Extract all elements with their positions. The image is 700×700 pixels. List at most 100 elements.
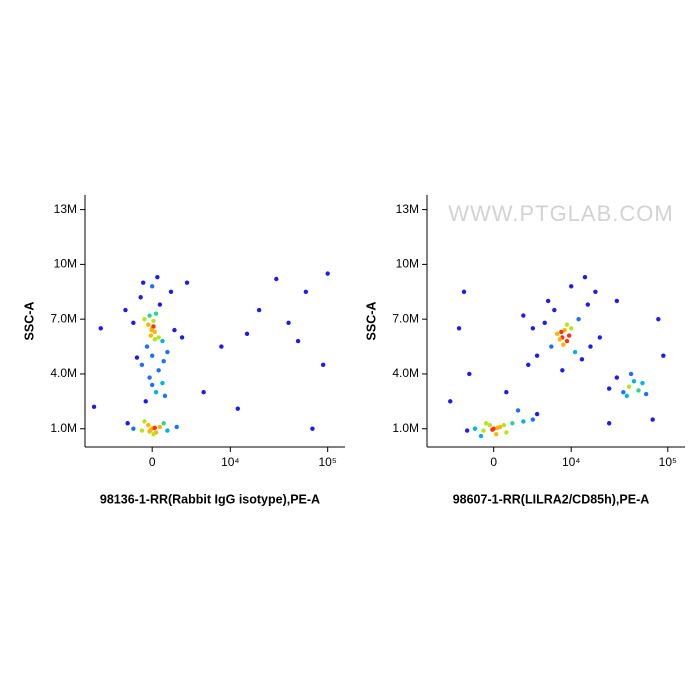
event-point	[156, 335, 161, 340]
event-point	[325, 271, 330, 276]
event-point	[572, 349, 578, 355]
event-point	[554, 331, 560, 336]
event-point	[643, 391, 649, 397]
event-point	[152, 329, 157, 335]
event-point	[286, 320, 291, 326]
event-point	[481, 428, 486, 433]
event-point	[552, 307, 557, 313]
event-point	[165, 349, 170, 355]
event-point	[138, 295, 143, 300]
event-point	[146, 322, 151, 327]
event-point	[139, 428, 145, 433]
y-tick-label: 7.0M	[50, 311, 77, 325]
event-point	[530, 417, 536, 422]
event-point	[562, 327, 567, 333]
event-point	[147, 375, 152, 380]
event-point	[147, 313, 152, 318]
event-point	[566, 333, 572, 338]
y-axis-label: SSC-A	[22, 302, 36, 341]
y-tick-label: 4.0M	[50, 366, 77, 380]
event-point	[160, 380, 165, 386]
event-point	[131, 320, 136, 326]
event-point	[494, 432, 499, 437]
event-point	[582, 274, 588, 280]
event-point	[157, 424, 163, 430]
event-point	[161, 421, 166, 426]
event-point	[606, 386, 612, 391]
x-tick-label: 10⁴	[221, 455, 240, 469]
watermark: WWW.PTGLAB.COM	[448, 201, 673, 226]
event-point	[161, 358, 166, 364]
x-tick-label: 10⁵	[659, 455, 677, 469]
event-point	[628, 371, 634, 377]
event-point	[559, 329, 564, 335]
event-point	[626, 384, 632, 389]
event-point	[149, 327, 154, 333]
event-point	[545, 298, 551, 304]
x-axis-label: 98136-1-RR(Rabbit IgG isotype),PE-A	[100, 492, 320, 506]
event-point	[588, 344, 593, 349]
y-tick-label: 1.0M	[50, 421, 77, 435]
event-point	[593, 289, 598, 294]
event-point	[310, 426, 315, 431]
event-point	[153, 311, 159, 316]
event-point	[576, 316, 581, 322]
event-point	[155, 274, 160, 280]
event-point	[98, 326, 103, 331]
event-point	[483, 421, 489, 426]
event-point	[456, 326, 462, 331]
event-point	[557, 337, 563, 342]
event-point	[464, 428, 470, 433]
event-point	[143, 399, 148, 404]
event-point	[472, 426, 478, 431]
event-point	[569, 326, 574, 331]
event-point	[149, 382, 155, 388]
event-point	[147, 429, 152, 434]
event-point	[461, 289, 467, 294]
event-point	[134, 355, 140, 360]
event-point	[521, 313, 526, 318]
event-point	[621, 390, 626, 395]
event-point	[152, 425, 157, 431]
event-point	[530, 326, 536, 331]
event-point	[490, 427, 495, 432]
event-point	[168, 289, 174, 294]
event-point	[149, 353, 155, 358]
event-point	[564, 322, 570, 327]
event-point	[244, 331, 250, 336]
event-point	[162, 393, 168, 399]
event-point	[661, 353, 666, 358]
event-point	[179, 335, 185, 340]
event-point	[320, 362, 326, 368]
event-point	[172, 327, 177, 333]
event-point	[579, 357, 585, 362]
event-point	[165, 428, 170, 433]
event-point	[504, 430, 509, 435]
y-axis-label: SSC-A	[364, 302, 378, 341]
event-point	[235, 406, 240, 411]
event-point	[504, 390, 509, 395]
event-point	[123, 307, 128, 313]
event-point	[139, 362, 145, 368]
event-point	[656, 316, 661, 322]
x-tick-label: 10⁵	[319, 455, 337, 469]
event-point	[549, 344, 554, 349]
event-point	[256, 307, 262, 313]
event-point	[160, 338, 165, 344]
event-point	[151, 432, 156, 437]
event-point	[606, 421, 612, 426]
event-point	[148, 333, 154, 338]
event-point	[219, 344, 224, 349]
event-point	[478, 433, 484, 439]
y-tick-label: 7.0M	[392, 311, 419, 325]
event-point	[157, 302, 163, 307]
event-point	[201, 390, 206, 395]
event-point	[152, 337, 157, 342]
event-point	[534, 353, 540, 358]
event-point	[631, 379, 637, 384]
event-point	[561, 342, 566, 347]
y-tick-label: 1.0M	[392, 421, 419, 435]
event-point	[140, 280, 146, 285]
event-point	[151, 324, 156, 329]
event-point	[144, 344, 150, 349]
